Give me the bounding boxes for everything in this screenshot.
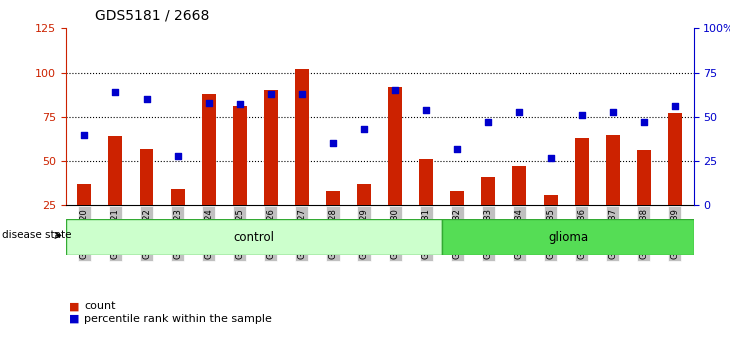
Point [420,107,432,113]
Bar [233,106,247,205]
Bar [450,191,464,205]
Point [638,119,650,125]
Point [141,96,153,102]
Point [483,119,494,125]
Point [296,91,308,97]
Point [389,87,401,93]
Text: ■: ■ [69,314,80,324]
Bar [77,184,91,205]
Point [576,112,588,118]
Bar [171,189,185,205]
Bar [264,90,278,205]
Text: disease state: disease state [2,230,72,240]
Text: count: count [84,301,115,311]
Point [358,126,370,132]
Point [172,153,183,159]
Bar [637,150,650,205]
Point [669,103,680,109]
Text: ■: ■ [69,301,80,311]
Bar [481,177,496,205]
Point [234,102,245,107]
Point [203,100,215,105]
Bar [66,219,442,255]
Point [607,109,618,114]
Bar [139,149,153,205]
Point [327,141,339,146]
Bar [109,136,123,205]
Bar [668,113,682,205]
Point [451,146,463,152]
Point [79,132,91,137]
Bar [442,219,694,255]
Bar [295,69,309,205]
Bar [544,195,558,205]
Bar [606,135,620,205]
Point [110,89,121,95]
Bar [419,159,433,205]
Text: GDS5181 / 2668: GDS5181 / 2668 [95,9,210,23]
Text: percentile rank within the sample: percentile rank within the sample [84,314,272,324]
Point [514,109,526,114]
Bar [201,94,215,205]
Bar [388,87,402,205]
Point [265,91,277,97]
Text: glioma: glioma [548,231,588,244]
Bar [512,166,526,205]
Point [545,155,556,160]
Bar [326,191,340,205]
Bar [357,184,371,205]
Bar [575,138,588,205]
Text: control: control [234,231,274,244]
